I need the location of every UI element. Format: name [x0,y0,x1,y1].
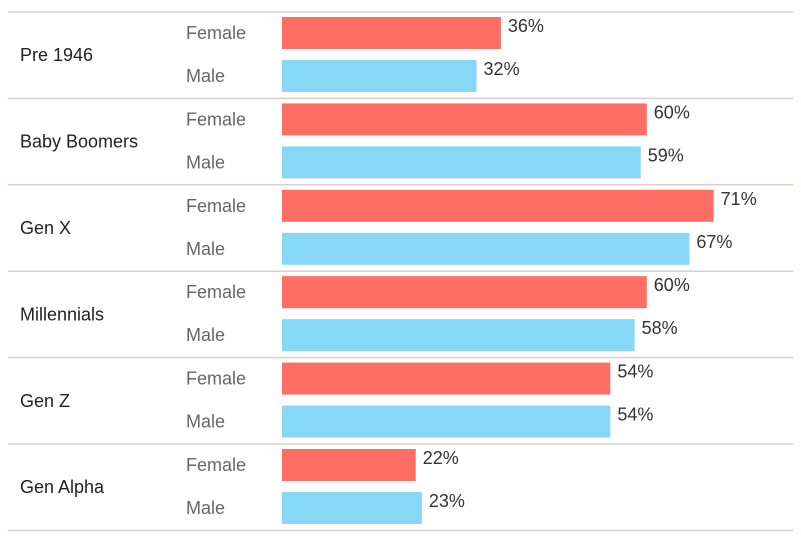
series-label-male: Male [186,66,225,86]
group-label: Gen Alpha [20,477,105,497]
bar-female [282,17,501,49]
data-label: 32% [484,59,520,79]
data-label: 54% [617,362,653,382]
bar-male [282,146,641,179]
group-label: Pre 1946 [20,45,93,65]
data-label: 22% [423,448,459,468]
series-label-female: Female [186,23,246,43]
series-label-male: Male [186,412,225,432]
data-label: 36% [508,16,544,36]
group-label: Millennials [20,304,104,324]
data-label: 23% [429,491,465,511]
group-label: Gen X [20,218,71,238]
bar-female [282,103,647,136]
data-label: 54% [617,405,653,425]
series-label-female: Female [186,109,246,129]
bar-female [282,449,416,481]
data-label: 58% [642,318,678,338]
series-label-female: Female [186,282,246,302]
series-label-male: Male [186,239,225,259]
series-label-male: Male [186,325,225,345]
data-label: 60% [654,102,690,122]
series-label-female: Female [186,196,246,216]
bar-female [282,276,647,309]
data-label: 59% [648,145,684,165]
bar-male [282,319,635,352]
bar-male [282,60,477,92]
series-label-male: Male [186,152,225,172]
bar-female [282,189,714,222]
data-label: 67% [696,232,732,252]
group-label: Gen Z [20,391,70,411]
bar-male [282,232,690,265]
series-label-female: Female [186,455,246,475]
series-label-female: Female [186,369,246,389]
series-label-male: Male [186,498,225,518]
data-label: 60% [654,275,690,295]
bar-male [282,405,611,438]
data-label: 71% [721,189,757,209]
group-label: Baby Boomers [20,132,138,152]
bar-female [282,362,611,395]
bar-male [282,492,422,524]
